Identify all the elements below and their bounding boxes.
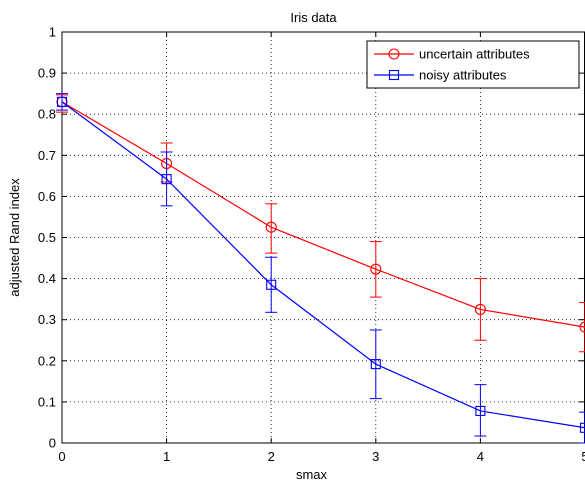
x-tick-label: 5 bbox=[581, 449, 585, 464]
error-bar bbox=[160, 151, 173, 207]
x-axis-label: smax bbox=[296, 467, 328, 482]
y-tick-label: 0.2 bbox=[38, 353, 56, 368]
x-tick-label: 4 bbox=[477, 449, 484, 464]
legend-marker bbox=[388, 69, 400, 81]
data-point bbox=[579, 321, 585, 333]
data-point bbox=[266, 279, 277, 290]
legend: uncertain attributes noisy attributes bbox=[366, 40, 580, 89]
series-layer bbox=[56, 93, 585, 444]
data-point bbox=[56, 96, 68, 107]
series-noisy-attributes bbox=[56, 93, 585, 444]
y-tick-label: 0.3 bbox=[38, 312, 56, 327]
chart-title: Iris data bbox=[290, 10, 337, 25]
x-tick-label: 1 bbox=[163, 449, 170, 464]
data-point bbox=[474, 303, 486, 315]
error-bar bbox=[579, 411, 585, 444]
x-tick-label: 2 bbox=[268, 449, 275, 464]
legend-marker bbox=[388, 48, 400, 60]
error-bar bbox=[265, 256, 278, 313]
series-uncertain-attributes bbox=[56, 94, 585, 353]
series-line bbox=[61, 101, 585, 328]
data-point bbox=[475, 405, 486, 416]
error-bar bbox=[369, 241, 382, 298]
legend-label: noisy attributes bbox=[419, 68, 507, 83]
error-bar bbox=[265, 203, 278, 254]
y-tick-label: 1 bbox=[49, 25, 56, 40]
y-tick-label: 0.6 bbox=[38, 189, 56, 204]
y-tick-label: 0.9 bbox=[38, 66, 56, 81]
y-tick-label: 0 bbox=[49, 436, 56, 451]
data-point bbox=[370, 263, 382, 275]
error-bar bbox=[474, 384, 487, 437]
legend-label: uncertain attributes bbox=[419, 47, 530, 62]
x-tick-label: 0 bbox=[58, 449, 65, 464]
data-point bbox=[161, 174, 172, 185]
y-tick-label: 0.5 bbox=[38, 230, 56, 245]
legend-box bbox=[366, 40, 580, 89]
error-bar bbox=[369, 329, 382, 400]
error-bar bbox=[579, 301, 585, 353]
data-point bbox=[579, 422, 585, 433]
y-tick-label: 0.4 bbox=[38, 271, 56, 286]
series-line bbox=[61, 101, 585, 429]
x-tick-label: 3 bbox=[372, 449, 379, 464]
y-axis-label: adjusted Rand index bbox=[7, 178, 22, 297]
y-tick-label: 0.8 bbox=[38, 107, 56, 122]
error-bar bbox=[474, 278, 487, 341]
grid bbox=[62, 32, 585, 443]
y-tick-label: 0.7 bbox=[38, 148, 56, 163]
data-point bbox=[265, 221, 277, 233]
y-tick-label: 0.1 bbox=[38, 394, 56, 409]
axis-ticks: 0 1 2 3 4 5 0 0.1 0.2 0.3 0.4 0.5 0.6 0.7 0.8 0.9 1 bbox=[38, 25, 585, 464]
data-point bbox=[370, 359, 381, 370]
error-bar bbox=[56, 93, 68, 111]
